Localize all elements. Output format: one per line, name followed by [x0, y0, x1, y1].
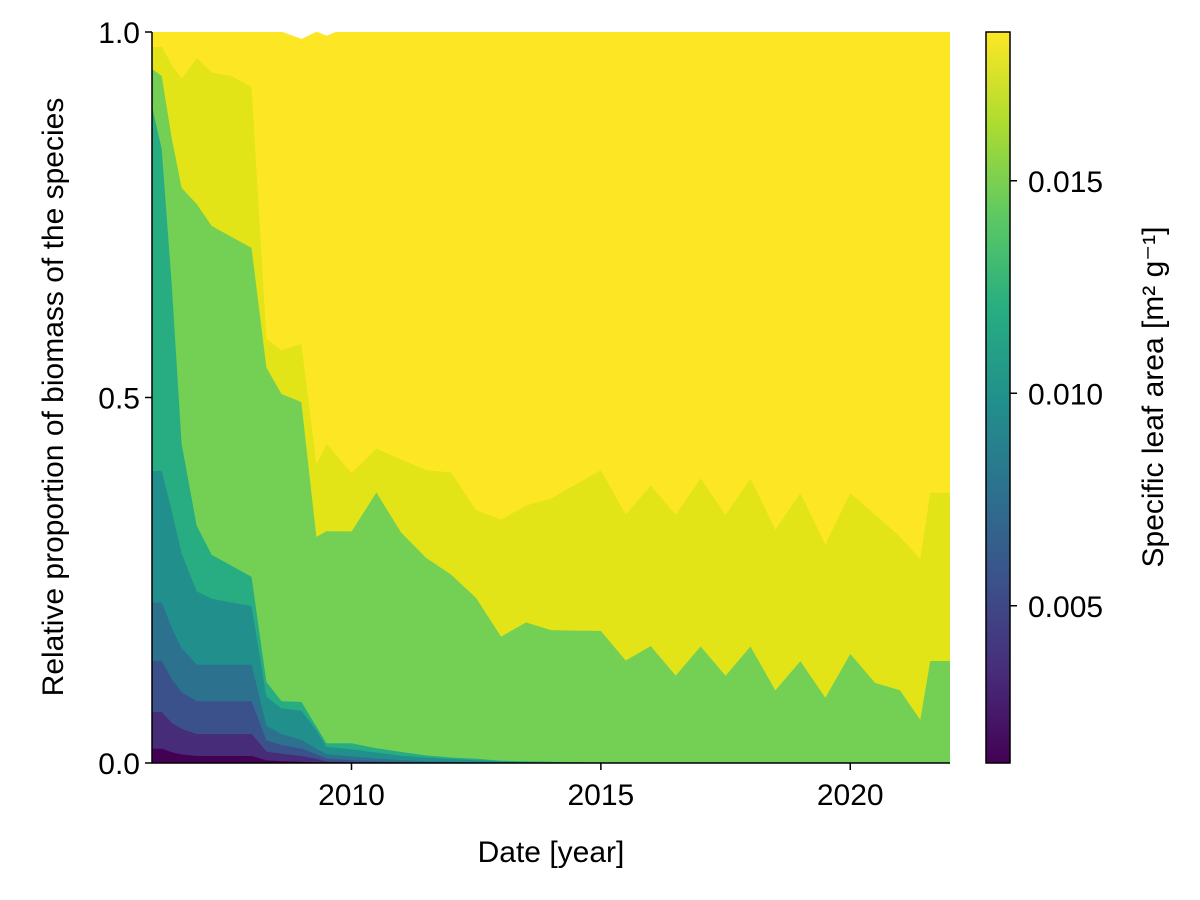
y-tick-label: 0.0 — [98, 748, 140, 781]
colorbar-tick-label: 0.015 — [1028, 166, 1103, 199]
x-tick-label: 2010 — [318, 779, 385, 812]
y-axis-title: Relative proportion of biomass of the sp… — [37, 98, 70, 697]
colorbar-title: Specific leaf area [m² g⁻¹] — [1137, 227, 1170, 568]
colorbar-ticks: 0.005 0.010 0.015 — [1010, 166, 1103, 624]
y-tick-label: 1.0 — [98, 17, 140, 50]
x-tick-label: 2020 — [817, 779, 884, 812]
colorbar — [985, 31, 1011, 764]
y-tick-label: 0.5 — [98, 383, 140, 416]
y-ticks: 0.0 0.5 1.0 — [98, 17, 152, 781]
x-tick-label: 2015 — [568, 779, 635, 812]
x-axis-title: Date [year] — [478, 836, 625, 869]
colorbar-tick-label: 0.005 — [1028, 591, 1103, 624]
x-ticks: 2010 2015 2020 — [318, 763, 884, 812]
colorbar-tick-label: 0.010 — [1028, 378, 1103, 411]
area-series-8 — [152, 32, 950, 559]
stacked-areas — [152, 32, 950, 763]
